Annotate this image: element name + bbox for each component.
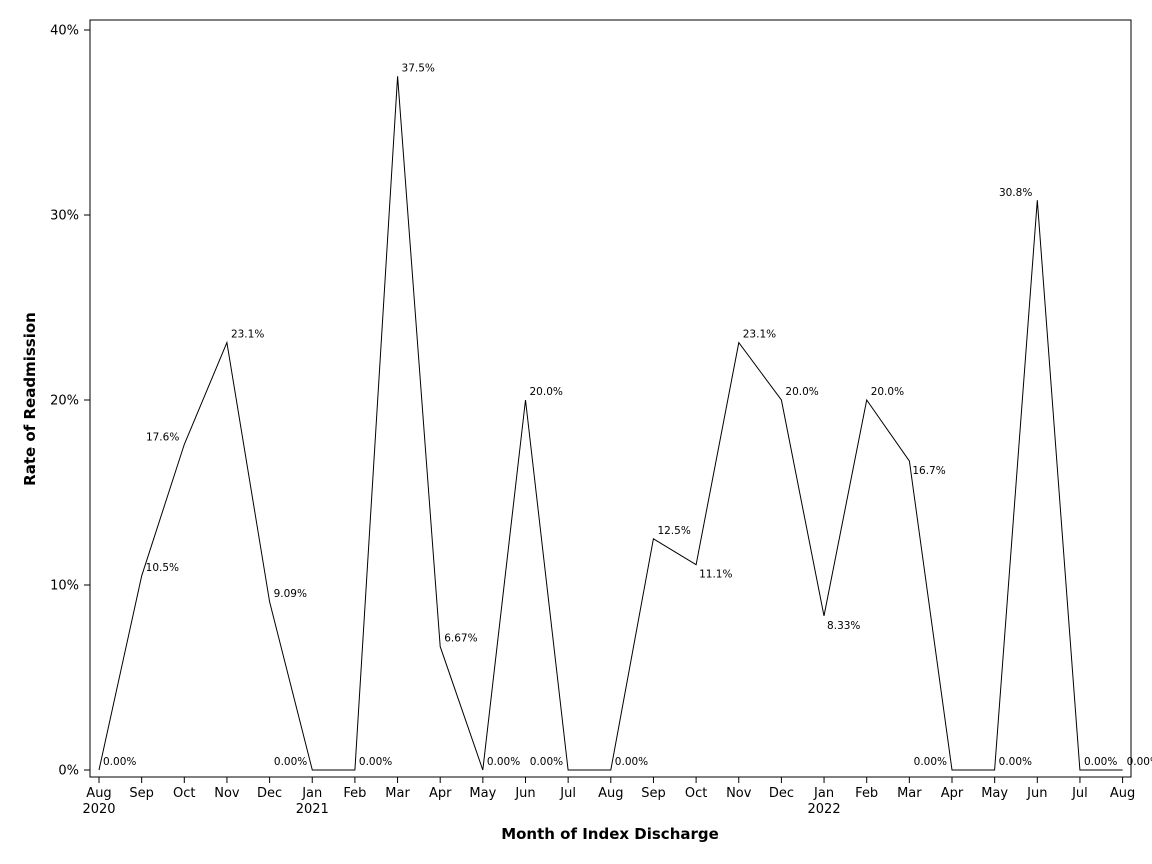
x-tick-label: Feb xyxy=(343,786,366,801)
x-tick-year-label: 2022 xyxy=(808,802,841,817)
data-label: 6.67% xyxy=(444,633,477,645)
data-label: 0.00% xyxy=(914,756,947,768)
y-axis: 0% 10% 20% 30% 40% xyxy=(50,24,90,779)
y-axis-title: Rate of Readmission xyxy=(21,312,39,486)
data-label: 9.09% xyxy=(274,588,307,600)
x-tick-label: Dec xyxy=(257,786,282,801)
data-label: 12.5% xyxy=(657,525,690,537)
y-tick-label: 30% xyxy=(50,209,79,224)
data-label: 0.00% xyxy=(1127,756,1152,768)
x-tick-label: Apr xyxy=(429,786,452,801)
x-tick-label: Aug xyxy=(86,786,111,801)
data-label: 8.33% xyxy=(827,620,860,632)
data-label: 20.0% xyxy=(785,386,818,398)
data-label: 0.00% xyxy=(274,756,307,768)
x-tick-label: Oct xyxy=(173,786,195,801)
x-tick-label: Dec xyxy=(769,786,794,801)
y-tick-label: 40% xyxy=(50,24,79,39)
x-tick-label: Oct xyxy=(685,786,707,801)
x-tick-label: May xyxy=(469,786,496,801)
data-label: 23.1% xyxy=(231,329,264,341)
x-tick-label: Aug xyxy=(1110,786,1135,801)
x-tick-label: Aug xyxy=(598,786,623,801)
plot-frame xyxy=(89,19,1132,778)
x-tick-label: Nov xyxy=(726,786,752,801)
x-tick-label: Mar xyxy=(385,786,410,801)
x-tick-label: Jul xyxy=(1071,786,1088,801)
data-label: 0.00% xyxy=(1084,756,1117,768)
data-label: 23.1% xyxy=(743,329,776,341)
x-tick-label: Mar xyxy=(897,786,922,801)
y-tick-label: 20% xyxy=(50,394,79,409)
x-tick-label: Feb xyxy=(855,786,878,801)
x-tick-label: Jun xyxy=(514,786,535,801)
x-tick-label: Sep xyxy=(641,786,666,801)
x-tick-year-label: 2021 xyxy=(296,802,329,817)
data-label: 37.5% xyxy=(402,62,435,74)
data-label: 0.00% xyxy=(615,756,648,768)
y-tick-label: 10% xyxy=(50,579,79,594)
data-label: 11.1% xyxy=(699,569,732,581)
data-label: 0.00% xyxy=(530,756,563,768)
series-line xyxy=(98,76,1123,771)
x-tick-year-label: 2020 xyxy=(82,802,115,817)
x-tick-label: Jan xyxy=(813,786,834,801)
data-label: 20.0% xyxy=(871,386,904,398)
x-axis-title: Month of Index Discharge xyxy=(501,825,719,843)
x-tick-label: Jun xyxy=(1026,786,1047,801)
x-tick-label: Jul xyxy=(559,786,576,801)
data-label: 0.00% xyxy=(103,756,136,768)
x-tick-label: Sep xyxy=(129,786,154,801)
data-label: 30.8% xyxy=(999,187,1032,199)
data-label: 20.0% xyxy=(530,386,563,398)
data-label: 10.5% xyxy=(146,562,179,574)
x-tick-label: Apr xyxy=(941,786,964,801)
x-tick-label: May xyxy=(981,786,1008,801)
x-tick-label: Nov xyxy=(214,786,240,801)
data-label: 0.00% xyxy=(999,756,1032,768)
data-labels: 0.00% 10.5% 17.6% 23.1% 9.09% 0.00% 0.00% 37.5%… xyxy=(103,62,1152,768)
data-label: 16.7% xyxy=(912,465,945,477)
x-tick-label: Jan xyxy=(301,786,322,801)
y-tick-label: 0% xyxy=(58,764,79,779)
data-label: 0.00% xyxy=(487,756,520,768)
data-label: 17.6% xyxy=(146,431,179,443)
data-label: 0.00% xyxy=(359,756,392,768)
